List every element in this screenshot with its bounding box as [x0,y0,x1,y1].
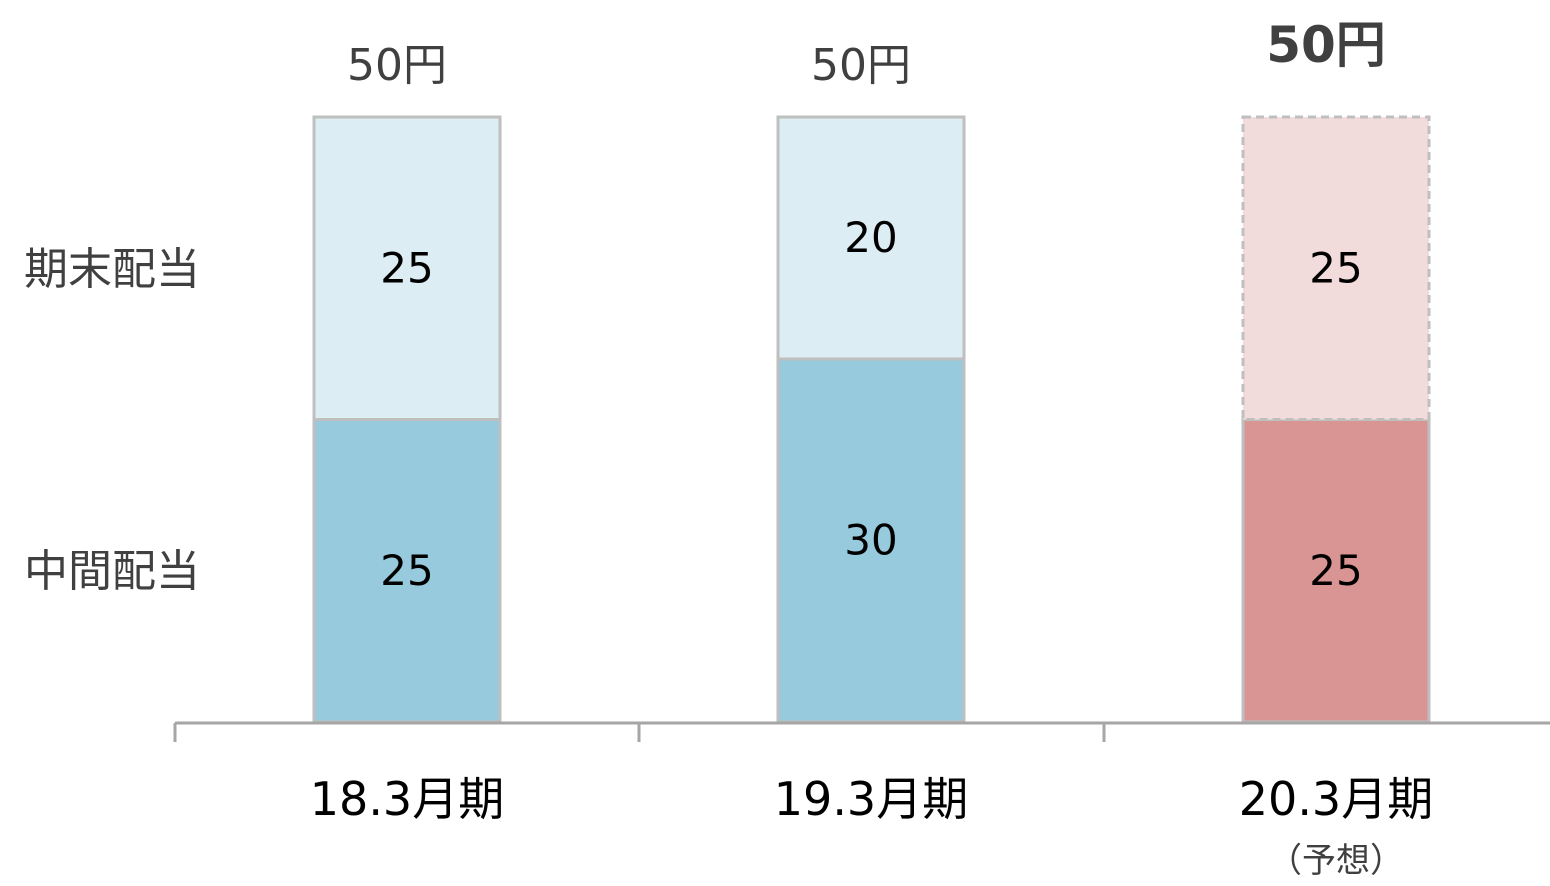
value-label-year-end-1: 20 [844,213,897,262]
category-label-2: 20.3月期 [1239,772,1433,826]
category-label-0: 18.3月期 [310,772,504,826]
bar-year-end-0 [312,115,502,421]
legend-label-1: 期末配当 [24,244,200,295]
bar-year-end-2 [1241,115,1431,421]
bar-year-end-1 [776,115,966,361]
bar-interim-2 [1241,418,1431,724]
legend-label-0: 中間配当 [24,546,200,597]
value-label-interim-2: 25 [1309,546,1362,595]
axis-layer [173,721,1550,742]
value-label-year-end-0: 25 [380,243,433,292]
value-label-interim-0: 25 [380,546,433,595]
value-label-interim-1: 30 [844,516,897,565]
category-label-1: 19.3月期 [774,772,968,826]
total-label-2: 50円 [1266,16,1386,74]
total-label-0: 50円 [347,40,447,91]
labels-layer: 25 25 50円 18.3月期 30 20 50円 19.3月期 25 25 50円 20.3月期 （… [310,16,1433,881]
bar-interim-0 [312,418,502,724]
bars-layer [312,115,1431,724]
total-label-1: 50円 [811,40,911,91]
value-label-year-end-2: 25 [1309,243,1362,292]
category-note-2: （予想） [1268,841,1404,881]
